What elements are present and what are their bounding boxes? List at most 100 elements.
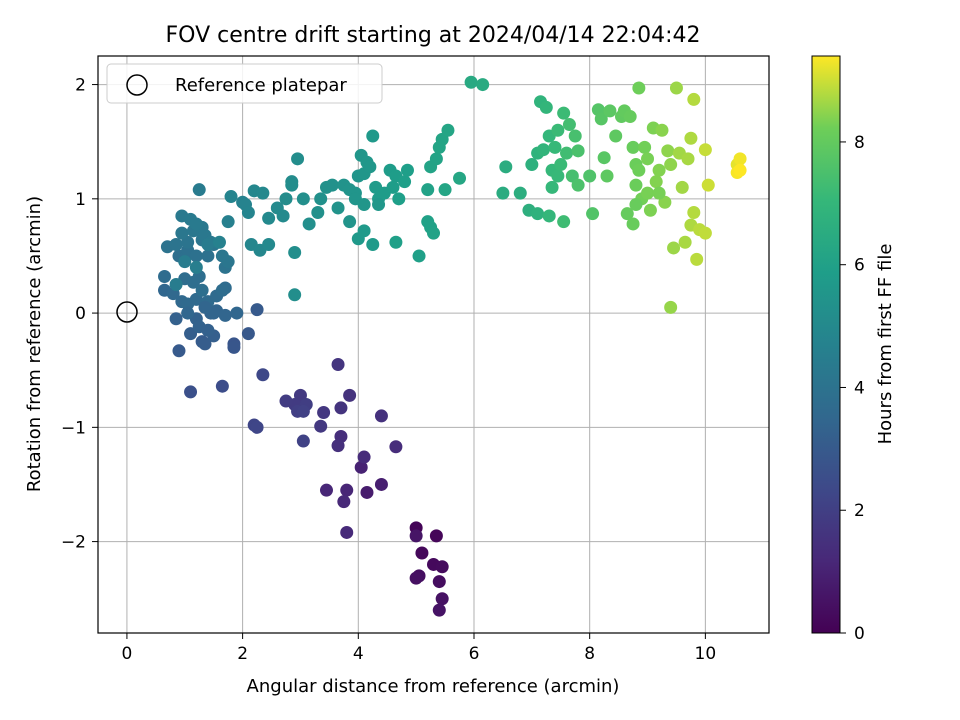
scatter-point	[392, 192, 406, 206]
scatter-point	[539, 100, 553, 114]
scatter-point	[340, 483, 354, 497]
scatter-point	[600, 169, 614, 183]
scatter-point	[623, 110, 637, 124]
scatter-point	[314, 192, 328, 206]
scatter-point	[560, 146, 574, 160]
y-tick-label: −2	[61, 533, 86, 553]
scatter-point	[690, 252, 704, 266]
scatter-point	[357, 224, 371, 238]
colorbar-tick-label: 6	[854, 256, 865, 276]
scatter-point	[641, 186, 655, 200]
scatter-point	[652, 186, 666, 200]
scatter-point	[571, 144, 585, 158]
colorbar-tick-label: 2	[854, 501, 865, 521]
scatter-point	[427, 226, 440, 240]
colorbar-tick-label: 0	[854, 624, 865, 644]
scatter-point	[678, 235, 692, 249]
x-axis-label: Angular distance from reference (arcmin)	[247, 676, 620, 697]
scatter-point	[620, 207, 634, 221]
scatter-point	[212, 235, 226, 249]
scatter-point	[687, 206, 701, 220]
scatter-point	[432, 575, 446, 589]
scatter-point	[227, 340, 241, 354]
scatter-point	[262, 238, 276, 252]
x-tick-label: 4	[353, 644, 364, 664]
scatter-point	[667, 241, 681, 255]
scatter-point	[675, 180, 689, 194]
scatter-point	[357, 198, 371, 212]
scatter-point	[398, 175, 412, 189]
y-axis-ticks: −2 −1 0 1 2	[61, 76, 98, 553]
scatter-point	[169, 278, 183, 292]
scatter-point	[296, 192, 310, 206]
scatter-point	[429, 152, 443, 166]
scatter-point	[337, 495, 351, 509]
scatter-point	[221, 215, 235, 229]
scatter-point	[256, 186, 270, 200]
scatter-point	[476, 78, 490, 92]
x-tick-label: 2	[237, 644, 248, 664]
y-tick-label: 0	[75, 304, 86, 324]
scatter-point	[568, 129, 582, 143]
colorbar-label: Hours from first FF file	[875, 244, 896, 445]
scatter-point	[389, 440, 403, 454]
scatter-point	[288, 288, 302, 302]
scatter-point	[652, 163, 666, 177]
scatter-point	[597, 151, 611, 165]
colorbar-tick-label: 4	[854, 378, 865, 398]
scatter-point	[632, 81, 646, 95]
scatter-point	[609, 129, 623, 143]
scatter-point	[641, 152, 655, 166]
scatter-point	[314, 419, 328, 433]
scatter-point	[331, 439, 345, 453]
scatter-point	[325, 178, 339, 192]
scatter-point	[189, 260, 203, 274]
scatter-point	[357, 450, 371, 464]
scatter-point	[562, 118, 576, 132]
scatter-point	[340, 525, 354, 539]
scatter-point	[319, 483, 333, 497]
scatter-point	[189, 217, 203, 231]
plot-frame	[97, 55, 770, 634]
y-tick-label: 2	[75, 76, 86, 96]
x-tick-label: 10	[695, 644, 717, 664]
scatter-point	[279, 394, 293, 408]
scatter-point	[594, 112, 608, 126]
scatter-point	[557, 106, 571, 120]
scatter-point	[241, 327, 255, 341]
scatter-point	[415, 546, 429, 560]
scatter-point	[632, 163, 646, 177]
x-tick-label: 6	[469, 644, 480, 664]
scatter-point	[291, 152, 305, 166]
scatter-point	[279, 192, 293, 206]
scatter-point	[681, 152, 695, 166]
scatter-point	[296, 434, 310, 448]
scatter-point	[551, 169, 565, 183]
scatter-point	[178, 255, 192, 269]
scatter-point	[184, 327, 198, 341]
scatter-point	[256, 368, 270, 382]
scatter-point	[542, 209, 556, 223]
scatter-point	[664, 300, 678, 314]
x-tick-label: 8	[584, 644, 595, 664]
scatter-point	[554, 158, 568, 172]
scatter-point	[215, 283, 229, 297]
scatter-point	[464, 75, 478, 89]
scatter-point	[409, 571, 423, 585]
scatter-point	[551, 123, 565, 137]
scatter-point	[536, 143, 550, 157]
scatter-point	[366, 238, 380, 252]
scatter-point	[389, 235, 403, 249]
scatter-point	[684, 131, 698, 145]
scatter-point	[221, 255, 235, 269]
scatter-point	[548, 140, 562, 154]
scatter-point	[189, 249, 203, 263]
scatter-point	[698, 143, 712, 157]
scatter-point	[583, 169, 597, 183]
scatter-point	[363, 160, 377, 174]
scatter-point	[331, 201, 345, 215]
scatter-point	[169, 238, 183, 252]
scatter-point	[664, 158, 678, 172]
scatter-point	[343, 215, 357, 229]
scatter-point	[201, 323, 215, 337]
